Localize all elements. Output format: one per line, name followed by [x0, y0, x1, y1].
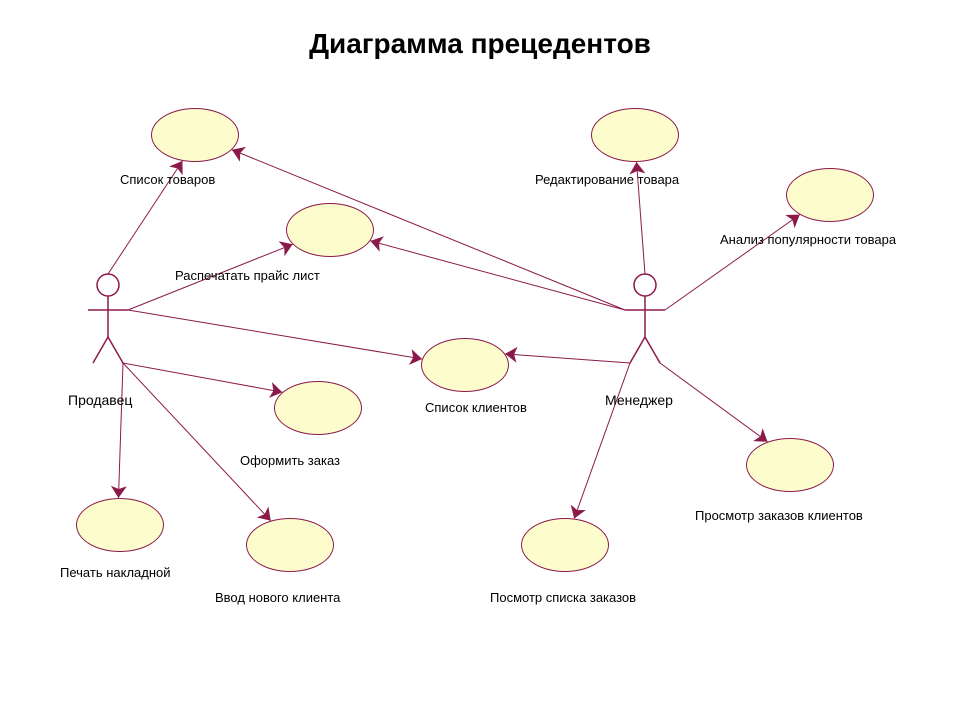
edge-manager-popularity: [665, 215, 800, 310]
usecase-print_price: [286, 203, 374, 257]
diagram-canvas: Диаграмма прецедентов Список товаров Расп…: [0, 0, 960, 720]
usecase-label-view_corders: Просмотр заказов клиентов: [695, 508, 863, 523]
diagram-title: Диаграмма прецедентов: [0, 28, 960, 60]
usecase-label-print_invoice: Печать накладной: [60, 565, 171, 580]
usecase-label-clients_list: Список клиентов: [425, 400, 527, 415]
usecase-label-popularity: Анализ популярности товара: [720, 232, 896, 247]
actor-label-manager: Менеджер: [605, 392, 673, 408]
usecase-view_corders: [746, 438, 834, 492]
usecase-make_order: [274, 381, 362, 435]
usecase-label-view_orders: Посмотр списка заказов: [490, 590, 636, 605]
usecase-popularity: [786, 168, 874, 222]
usecase-clients_list: [421, 338, 509, 392]
edge-seller-print_invoice: [118, 363, 123, 498]
usecase-label-new_client: Ввод нового клиента: [215, 590, 340, 605]
edge-manager-view_orders: [574, 363, 630, 519]
usecase-label-edit_goods: Редактирование товара: [535, 172, 679, 187]
usecase-edit_goods: [591, 108, 679, 162]
actor-manager: [625, 274, 665, 363]
edge-manager-clients_list: [505, 354, 630, 363]
edge-manager-print_price: [370, 241, 625, 310]
usecase-print_invoice: [76, 498, 164, 552]
usecase-view_orders: [521, 518, 609, 572]
edge-seller-new_client: [123, 363, 271, 521]
actor-label-seller: Продавец: [68, 392, 132, 408]
usecase-label-goods_list: Список товаров: [120, 172, 215, 187]
usecase-new_client: [246, 518, 334, 572]
usecase-label-print_price: Распечатать прайс лист: [175, 268, 320, 283]
actor-seller: [88, 274, 128, 363]
edge-seller-clients_list: [128, 310, 422, 359]
usecase-label-make_order: Оформить заказ: [240, 453, 340, 468]
usecase-goods_list: [151, 108, 239, 162]
edge-manager-view_corders: [660, 363, 768, 442]
edge-seller-make_order: [123, 363, 282, 392]
